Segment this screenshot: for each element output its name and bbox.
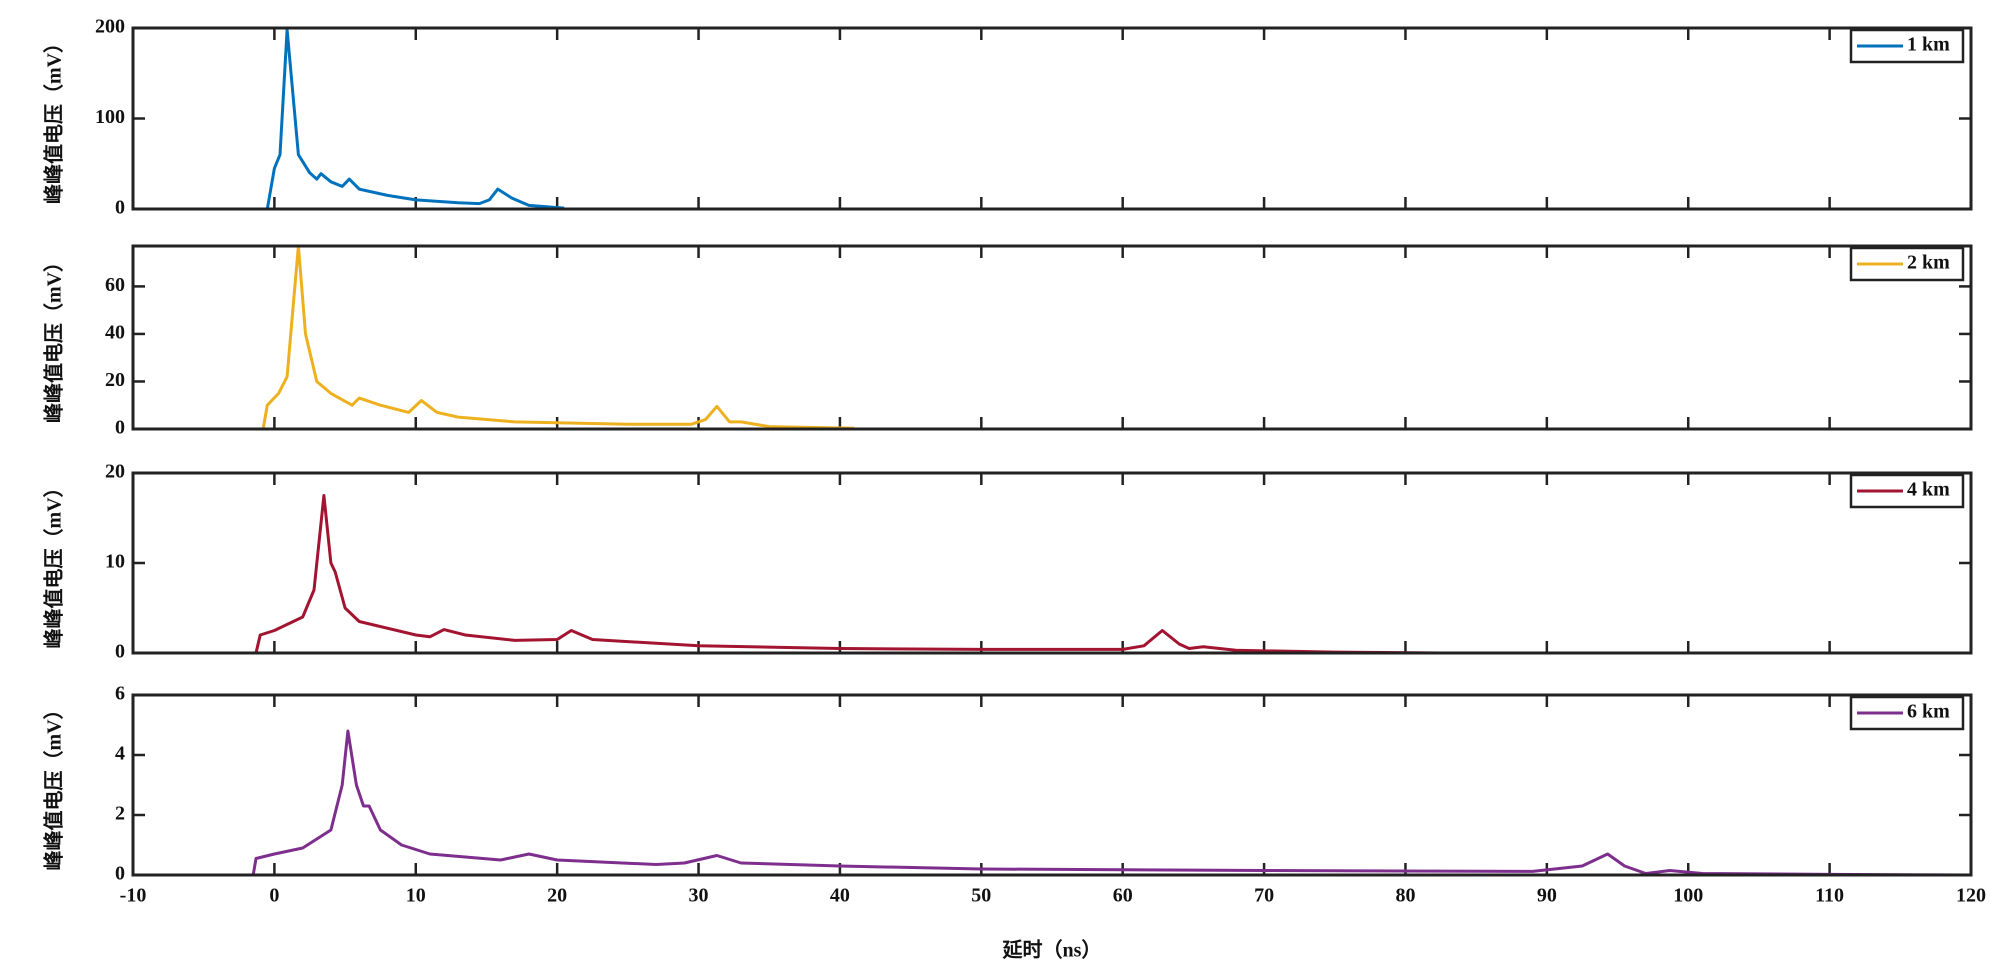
legend-box — [1849, 246, 1965, 282]
y-tick-label: 20 — [105, 369, 125, 391]
y-tick-label: 0 — [115, 641, 125, 663]
data-line — [186, 244, 855, 431]
legend-label: 2 km — [1907, 252, 1950, 274]
y-axis-label: 峰峰值电压（mV） — [42, 33, 66, 204]
y-tick-label: 4 — [115, 743, 125, 765]
y-axis-label: 峰峰值电压（mV） — [42, 699, 66, 870]
plot-frame — [131, 471, 1973, 655]
x-tick-label: 10 — [406, 885, 426, 907]
plot-frame — [131, 693, 1973, 877]
x-tick-label: 70 — [1254, 885, 1274, 907]
y-tick-label: 40 — [105, 322, 125, 344]
y-axis-label: 峰峰值电压（mV） — [42, 477, 66, 648]
x-tick-label: 60 — [1113, 885, 1133, 907]
legend-label: 4 km — [1907, 479, 1950, 501]
plot-frame — [131, 244, 1973, 431]
y-axis-label: 峰峰值电压（mV） — [42, 252, 66, 423]
data-line — [230, 28, 565, 211]
x-tick-label: 0 — [269, 885, 279, 907]
x-tick-label: -10 — [120, 885, 147, 907]
x-tick-label: 100 — [1673, 885, 1703, 907]
y-tick-label: 2 — [115, 803, 125, 825]
y-tick-label: 100 — [95, 106, 125, 128]
x-tick-label: 50 — [971, 885, 991, 907]
y-tick-label: 6 — [115, 683, 125, 705]
plot-frame — [131, 26, 1973, 211]
y-tick-label: 10 — [105, 551, 125, 573]
x-axis-label: 延时（ns） — [1002, 938, 1102, 962]
x-tick-label: 90 — [1537, 885, 1557, 907]
data-line — [133, 494, 1441, 655]
legend-label: 6 km — [1907, 701, 1950, 723]
y-tick-label: 0 — [115, 417, 125, 439]
y-tick-label: 20 — [105, 461, 125, 483]
x-tick-label: 20 — [547, 885, 567, 907]
y-tick-label: 0 — [115, 197, 125, 219]
y-tick-label: 200 — [95, 16, 125, 38]
x-tick-label: 80 — [1395, 885, 1415, 907]
y-tick-label: 60 — [105, 274, 125, 296]
y-tick-label: 0 — [115, 863, 125, 885]
x-tick-label: 40 — [830, 885, 850, 907]
legend-label: 1 km — [1907, 34, 1950, 56]
x-tick-label: 30 — [689, 885, 709, 907]
legend-box — [1849, 695, 1965, 731]
data-line — [133, 729, 1972, 877]
x-tick-label: 120 — [1956, 885, 1986, 907]
x-tick-label: 110 — [1815, 885, 1844, 907]
